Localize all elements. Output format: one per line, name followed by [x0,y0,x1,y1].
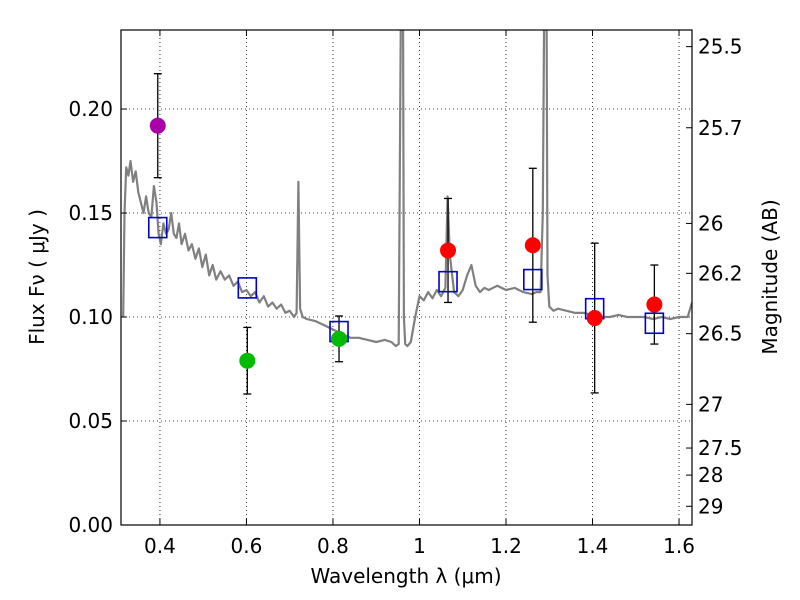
observed-flux-point [440,242,457,259]
model-spectrum-line [122,30,692,348]
right-tick-label: 25.7 [698,116,743,140]
observed-flux-point [646,296,663,313]
plot-background [121,30,692,525]
model-spectrum-layer [122,30,692,348]
observed-flux-point [586,310,603,327]
y-axis-ticks: 0.00 0.05 0.10 0.15 0.20 [68,97,127,537]
grid [121,30,692,526]
right-tick-label: 28 [698,463,723,487]
observed-flux-point [524,237,541,254]
right-axis-label: Magnitude (AB) [758,199,782,354]
model-flux-square [438,270,458,293]
x-tick-label: 1.4 [577,534,609,558]
x-tick-label: 0.8 [317,534,349,558]
right-axis-ticks: 25.5 25.7 26 26.2 26.5 27 27.5 28 29 [686,35,743,518]
right-tick-label: 26.2 [698,261,743,285]
plot-frame [120,29,693,526]
model-point-layer [147,216,665,343]
x-tick-label: 1.2 [490,534,522,558]
model-flux-square [147,216,168,239]
observed-point-layer [149,117,663,369]
model-flux-square [644,312,665,335]
y-tick-label: 0.20 [68,97,113,121]
x-tick-label: 1.6 [663,534,695,558]
x-tick-label: 0.4 [144,534,176,558]
model-flux-square [237,277,258,299]
y-tick-label: 0.10 [68,305,113,329]
right-tick-label: 26.5 [698,322,743,346]
x-axis-ticks: 0.4 0.6 0.8 1 1.2 1.4 1.6 [144,30,695,558]
x-axis-label: Wavelength λ (μm) [310,564,501,588]
model-flux-square [523,268,543,291]
observed-flux-point [331,330,348,347]
y-tick-label: 0.05 [68,409,113,433]
y-tick-label: 0.15 [68,201,113,225]
right-tick-label: 26 [698,211,723,235]
observed-flux-point [239,352,256,369]
observed-flux-point [149,117,166,134]
x-tick-label: 0.6 [231,534,263,558]
right-tick-label: 29 [698,494,723,518]
right-tick-label: 25.5 [698,35,743,59]
x-tick-label: 1 [413,534,426,558]
y-axis-label: Flux Fν ( μJy ) [25,209,49,345]
right-tick-label: 27.5 [698,436,743,460]
y-tick-label: 0.00 [68,513,113,537]
right-tick-label: 27 [698,392,723,416]
